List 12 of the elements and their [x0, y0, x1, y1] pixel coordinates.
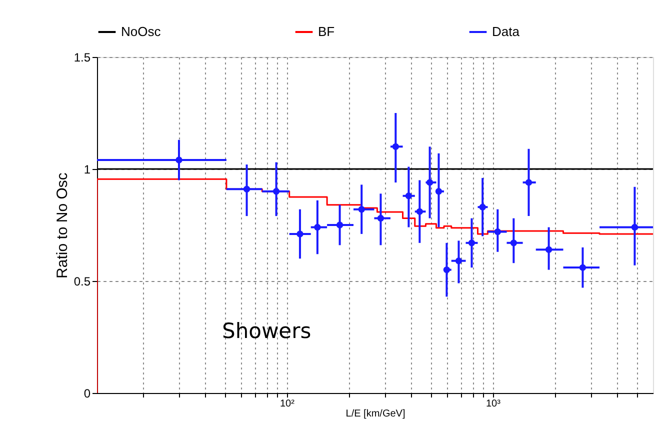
y-tick-label: 0: [84, 386, 91, 400]
x-axis-title: L/E [km/GeV]: [346, 408, 406, 420]
annotation: Showers: [222, 319, 312, 343]
y-tick-label: 1.5: [74, 50, 91, 64]
legend-label: NoOsc: [121, 24, 162, 39]
y-axis-title: Ratio to No Osc: [54, 172, 71, 278]
y-tick-label: 1: [84, 162, 91, 176]
y-tick-label: 0.5: [74, 274, 91, 288]
legend-label: BF: [318, 24, 335, 39]
legend-label: Data: [492, 24, 520, 39]
x-tick-label: 10³: [486, 398, 502, 410]
x-tick-label: 10²: [280, 398, 296, 410]
